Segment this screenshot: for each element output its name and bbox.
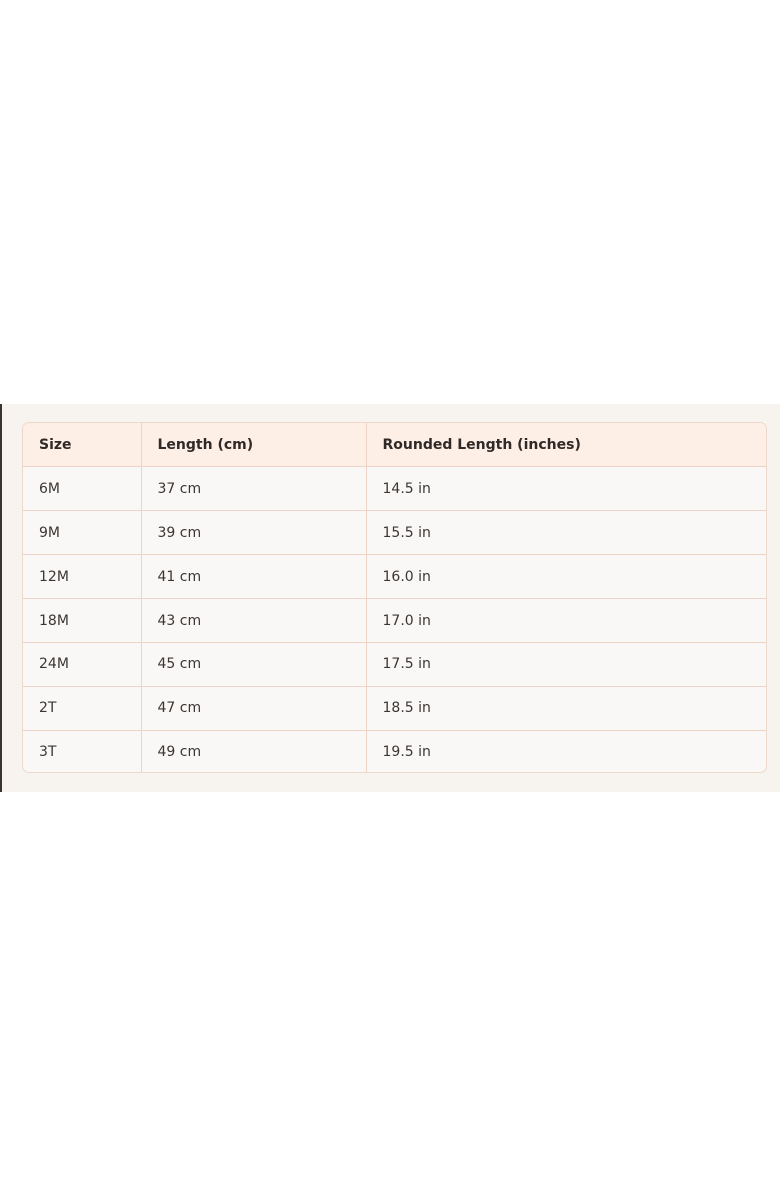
size-table: Size Length (cm) Rounded Length (inches) 6… [23, 423, 766, 772]
header-cell: Size [23, 423, 142, 468]
table-cell: 15.5 in [366, 510, 766, 556]
table-cell: 2T [23, 686, 142, 731]
table-cell: 14.5 in [366, 466, 766, 512]
table-cell: 41 cm [141, 554, 367, 600]
table-head: Size Length (cm) Rounded Length (inches) [23, 423, 766, 468]
table-cell: 39 cm [141, 510, 367, 556]
table-cell: 47 cm [141, 686, 367, 731]
table-row: 24M 45 cm 17.5 in [23, 642, 766, 687]
table-cell: 37 cm [141, 466, 367, 512]
table-cell: 19.5 in [382, 744, 431, 761]
table-cell: 6M [23, 466, 142, 512]
table-cell: 18M [23, 598, 142, 643]
table-cell: 18.5 in [366, 686, 766, 731]
table-cell: 17.5 in [366, 642, 766, 687]
table-cell: 17.0 in [366, 598, 766, 643]
table-cell: 3T [23, 730, 142, 772]
table-cell: 45 cm [141, 642, 367, 687]
table-row: 2T 47 cm 18.5 in [23, 686, 766, 731]
header-row: Size Length (cm) Rounded Length (inches) [23, 423, 766, 468]
table-row: 9M 39 cm 15.5 in [23, 510, 766, 556]
table-cell: 16.0 in [366, 554, 766, 600]
table-body: 6M 37 cm 14.5 in 9M 39 cm 15.5 in 12M 41 cm 16.0… [23, 466, 766, 772]
table-row: 12M 41 cm 16.0 in [23, 554, 766, 600]
header-cell: Rounded Length (inches) [366, 423, 766, 468]
table-cell: 49 cm [141, 730, 367, 772]
table-row: 6M 37 cm 14.5 in [23, 466, 766, 512]
table-cell: 43 cm [141, 598, 367, 643]
table-cell: 9M [23, 510, 142, 556]
table-cell: 24M [23, 642, 142, 687]
table-card: Size Length (cm) Rounded Length (inches) 6… [22, 422, 767, 773]
table-cell: 12M [23, 554, 142, 600]
table-row: 18M 43 cm 17.0 in [23, 598, 766, 643]
header-cell: Length (cm) [141, 423, 367, 468]
table-row: 3T 49 cm 19.5 in [23, 730, 766, 772]
